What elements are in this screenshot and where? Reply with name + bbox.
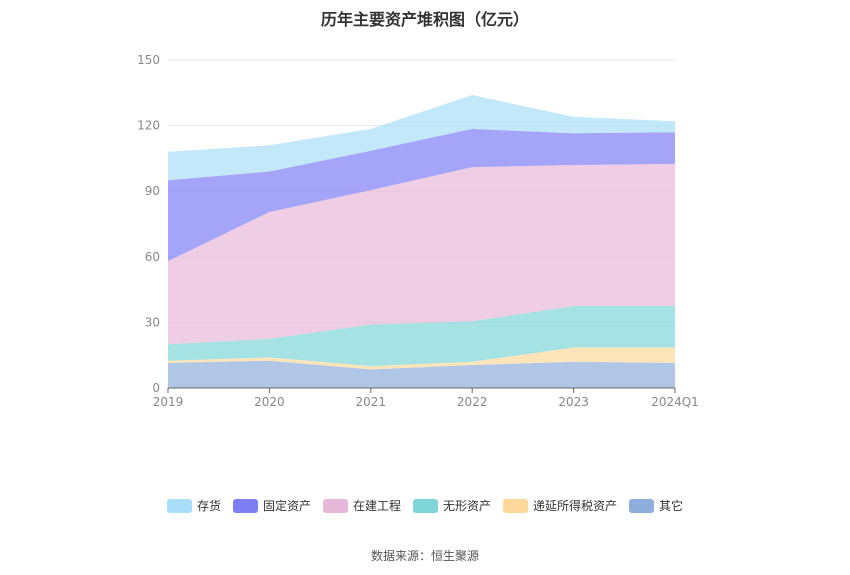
legend-label: 无形资产 <box>443 499 492 513</box>
area-series <box>168 163 675 345</box>
legend-swatch <box>503 498 529 513</box>
area-series <box>168 347 675 370</box>
y-tick-label: 0 <box>152 381 160 395</box>
x-tick-label: 2021 <box>356 395 387 409</box>
legend-swatch <box>413 498 438 513</box>
legend-item[interactable]: 存货 <box>166 497 221 514</box>
y-tick-label: 30 <box>145 315 160 329</box>
legend-swatch <box>322 498 348 513</box>
legend-item[interactable]: 固定资产 <box>232 497 311 514</box>
legend-item[interactable]: 在建工程 <box>322 497 401 514</box>
legend-swatch <box>166 498 192 513</box>
legend-item[interactable]: 无形资产 <box>413 497 491 514</box>
legend-label: 固定资产 <box>262 499 311 513</box>
x-tick-label: 2019 <box>153 395 184 409</box>
legend-swatch <box>629 498 655 513</box>
area-series <box>168 128 675 262</box>
area-series <box>168 306 675 367</box>
area-series <box>168 95 675 181</box>
legend-item[interactable]: 递延所得税资产 <box>503 497 617 514</box>
x-tick-label: 2023 <box>558 395 589 409</box>
x-tick-label: 2022 <box>457 395 488 409</box>
stacked-area-chart: 0 30 60 90 120 150 2019 2020 2021 2022 2023 2024Q1 <box>137 53 699 409</box>
chart-legend: 存货 固定资产 在建工程 无形资产 递延所得税资产 其它 <box>0 497 850 514</box>
x-tick-label: 2024Q1 <box>651 395 699 409</box>
area-series <box>168 360 675 388</box>
x-tick-label: 2020 <box>254 395 285 409</box>
legend-item[interactable]: 其它 <box>629 497 683 514</box>
data-source-note: 数据来源：恒生聚源 <box>370 549 479 563</box>
y-tick-label: 120 <box>137 119 160 133</box>
legend-label: 存货 <box>196 499 221 513</box>
legend-label: 在建工程 <box>352 499 401 513</box>
legend-label: 递延所得税资产 <box>533 499 618 513</box>
legend-label: 其它 <box>659 499 684 513</box>
y-tick-label: 150 <box>137 53 160 67</box>
chart-title: 历年主要资产堆积图（亿元） <box>320 10 529 29</box>
y-tick-label: 90 <box>145 184 160 198</box>
legend-swatch <box>232 498 258 513</box>
y-tick-label: 60 <box>145 250 160 264</box>
